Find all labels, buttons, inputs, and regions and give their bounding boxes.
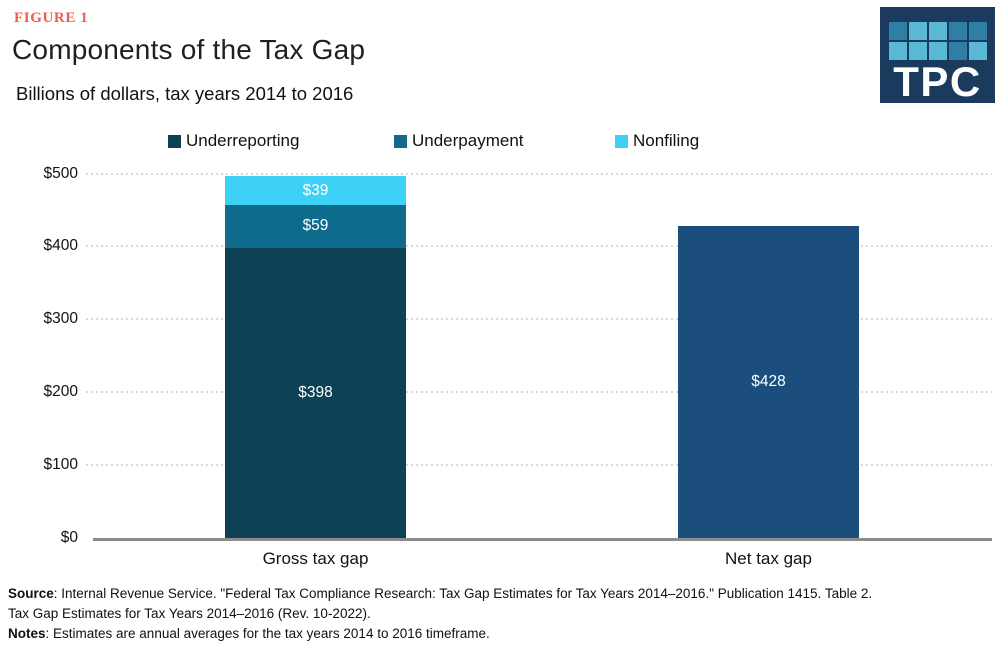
gridline-200 xyxy=(86,391,992,394)
legend-item-underpayment: Underpayment xyxy=(394,131,524,151)
chart-legend: Underreporting Underpayment Nonfiling xyxy=(0,131,1003,151)
bar-value-label: $398 xyxy=(298,383,333,401)
y-tick-label-0: $0 xyxy=(60,529,78,546)
legend-label: Underreporting xyxy=(186,131,300,150)
logo-grid-square-light xyxy=(929,22,947,40)
tpc-logo-squares-icon xyxy=(889,22,987,60)
y-tick-label-300: $300 xyxy=(43,310,78,328)
footer-line: Source: Internal Revenue Service. "Feder… xyxy=(8,586,873,601)
x-axis-line xyxy=(93,537,992,541)
footer-line: Notes: Estimates are annual averages for… xyxy=(8,626,490,641)
legend-label: Underpayment xyxy=(412,131,524,150)
y-tick-label-100: $100 xyxy=(43,456,78,474)
bar-value-label: $428 xyxy=(751,372,786,390)
bar-value-label: $39 xyxy=(302,181,329,199)
y-tick-label-200: $200 xyxy=(43,383,78,401)
logo-grid-square-medium xyxy=(889,22,907,40)
logo-grid-square-light xyxy=(909,22,927,40)
figure-number-label: FIGURE 1 xyxy=(14,10,89,26)
legend-item-underreporting: Underreporting xyxy=(168,131,299,151)
legend-swatch-icon xyxy=(615,134,628,148)
x-axis-label-net-tax-gap: Net tax gap xyxy=(725,549,812,568)
bar-segment-underreporting-gross-tax-gap: $398 xyxy=(225,247,406,538)
tpc-logo: TPC xyxy=(880,7,995,103)
bar-segment-net-tax-gap-net-tax-gap: $428 xyxy=(678,225,859,538)
logo-grid-square-light xyxy=(909,42,927,60)
gridline-100 xyxy=(86,464,992,467)
tpc-logo-text: TPC xyxy=(893,58,982,105)
legend-swatch-icon xyxy=(394,134,407,148)
y-tick-label-500: $500 xyxy=(43,164,78,182)
chart-subtitle: Billions of dollars, tax years 2014 to 2… xyxy=(16,83,354,104)
bar-value-label: $59 xyxy=(302,217,329,235)
legend-swatch-icon xyxy=(168,134,181,148)
logo-grid-square-light xyxy=(929,42,947,60)
x-axis-label-gross-tax-gap: Gross tax gap xyxy=(262,549,369,568)
bar-segment-underpayment-gross-tax-gap: $59 xyxy=(225,204,406,248)
legend-label: Nonfiling xyxy=(633,131,700,150)
y-tick-label-400: $400 xyxy=(43,237,78,255)
logo-grid-square-light xyxy=(889,42,907,60)
logo-grid-square-medium xyxy=(969,22,987,40)
footer-line: Tax Gap Estimates for Tax Years 2014–201… xyxy=(8,606,371,621)
bar-segment-nonfiling-gross-tax-gap: $39 xyxy=(225,176,406,205)
chart-title: Components of the Tax Gap xyxy=(12,34,366,65)
source-notes-block: Source: Internal Revenue Service. "Feder… xyxy=(8,584,993,644)
gridline-500 xyxy=(86,172,992,175)
gridline-400 xyxy=(86,245,992,248)
legend-item-nonfiling: Nonfiling xyxy=(615,131,699,151)
logo-grid-square-medium xyxy=(949,42,967,60)
logo-grid-square-light xyxy=(969,42,987,60)
gridline-300 xyxy=(86,318,992,321)
logo-grid-square-medium xyxy=(949,22,967,40)
